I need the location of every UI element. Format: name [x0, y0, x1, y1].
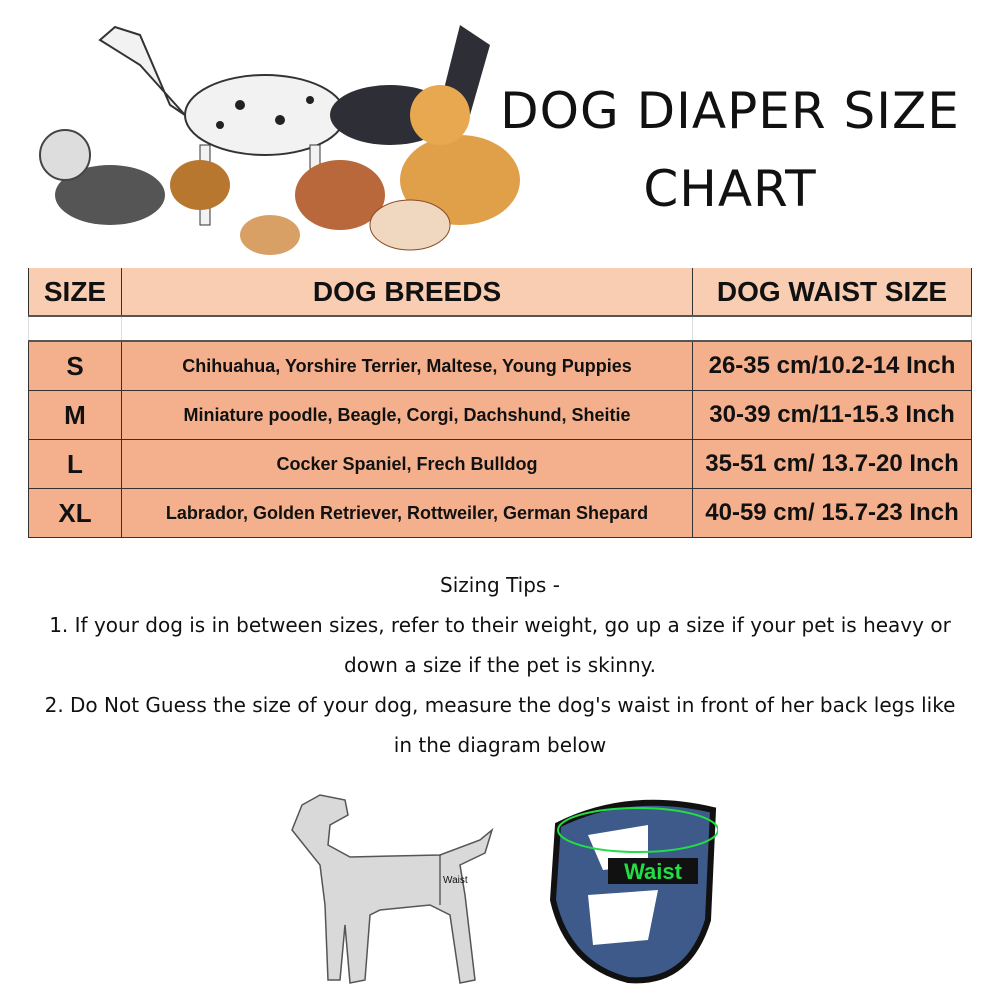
waist-cell: 26-35 cm/10.2-14 Inch	[692, 341, 972, 391]
golden-retriever-icon	[400, 85, 520, 225]
page-title-line1: DOG DIAPER SIZE	[500, 82, 960, 140]
header-size: SIZE	[28, 268, 122, 317]
table-row: M Miniature poodle, Beagle, Corgi, Dachs…	[28, 390, 972, 440]
size-cell: S	[28, 341, 122, 391]
page-title-line2: CHART	[643, 160, 817, 218]
waist-cell: 30-39 cm/11-15.3 Inch	[692, 390, 972, 440]
diaper-waist-label: Waist	[624, 859, 683, 884]
tip-1-line-2: down a size if the pet is skinny.	[344, 653, 656, 677]
breeds-cell: Chihuahua, Yorshire Terrier, Maltese, Yo…	[121, 341, 693, 391]
table-header-row: SIZE DOG BREEDS DOG WAIST SIZE	[28, 268, 972, 317]
dog-silhouette-icon	[291, 794, 494, 984]
size-cell: L	[28, 439, 122, 489]
size-cell: XL	[28, 488, 122, 538]
breeds-cell: Cocker Spaniel, Frech Bulldog	[121, 439, 693, 489]
size-cell: M	[28, 390, 122, 440]
tip-2-line-2: in the diagram below	[393, 733, 607, 757]
dog-waist-diagram: Waist	[291, 794, 494, 984]
tips-heading: Sizing Tips -	[440, 573, 560, 597]
header-breeds: DOG BREEDS	[121, 268, 693, 317]
table-spacer-row	[28, 316, 972, 342]
husky-icon	[39, 129, 165, 225]
breeds-cell: Miniature poodle, Beagle, Corgi, Dachshu…	[121, 390, 693, 440]
diaper-photo: Waist	[549, 799, 718, 984]
tip-2-line-1: 2. Do Not Guess the size of your dog, me…	[44, 693, 956, 717]
waist-cell: 35-51 cm/ 13.7-20 Inch	[692, 439, 972, 489]
size-chart-table: SIZE DOG BREEDS DOG WAIST SIZE S Chihuah…	[28, 268, 972, 538]
table-row: S Chihuahua, Yorshire Terrier, Maltese, …	[28, 341, 972, 391]
tip-1-line-1: 1. If your dog is in between sizes, refe…	[49, 613, 951, 637]
dogs-illustration	[39, 25, 520, 255]
sizing-tips: Sizing Tips - 1. If your dog is in betwe…	[20, 565, 980, 765]
dog-waist-label: Waist	[443, 875, 468, 886]
breeds-cell: Labrador, Golden Retriever, Rottweiler, …	[121, 488, 693, 538]
small-dogs-icon	[170, 160, 451, 255]
table-row: L Cocker Spaniel, Frech Bulldog 35-51 cm…	[28, 439, 972, 489]
table-row: XL Labrador, Golden Retriever, Rottweile…	[28, 488, 972, 538]
waist-cell: 40-59 cm/ 15.7-23 Inch	[692, 488, 972, 538]
header-waist: DOG WAIST SIZE	[692, 268, 972, 317]
